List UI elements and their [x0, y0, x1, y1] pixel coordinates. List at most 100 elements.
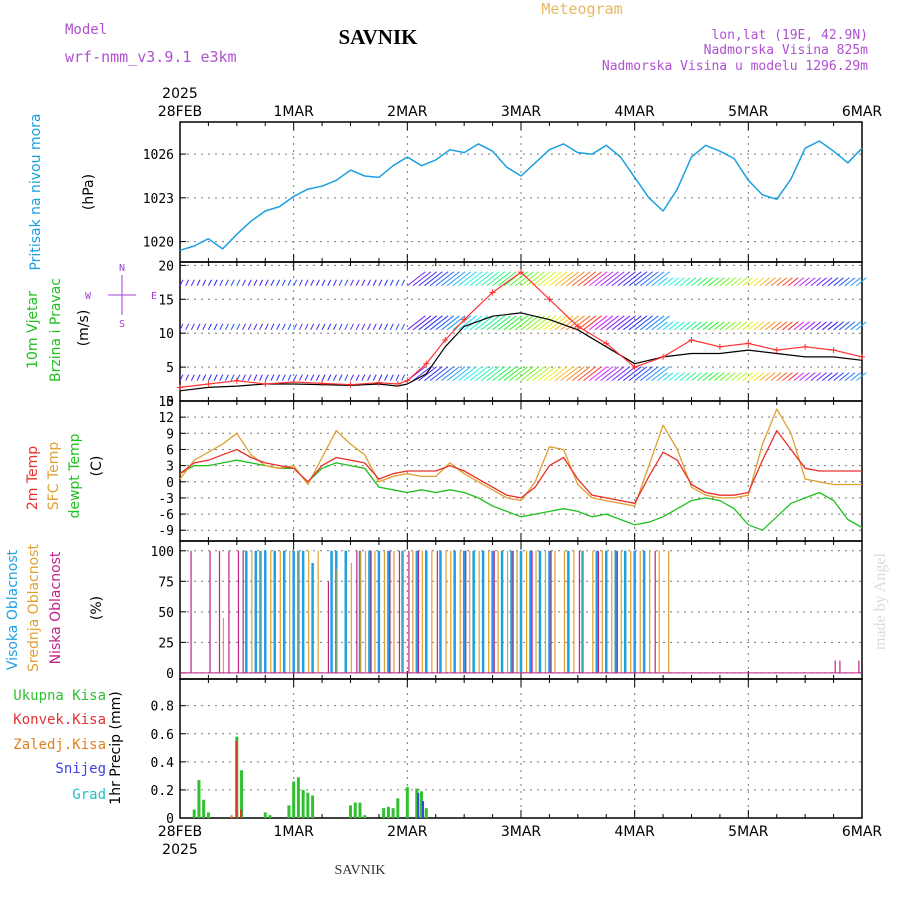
- wind-barb: [315, 374, 320, 381]
- wind-barb: [748, 321, 759, 331]
- cloud-ylabel-low: Niska Oblacnost: [48, 551, 64, 664]
- x-label-bottom: 1MAR: [274, 824, 315, 840]
- wind-unit: (m/s): [76, 310, 92, 347]
- y-tick-label: 0: [166, 667, 174, 682]
- wind-barb: [622, 271, 642, 287]
- total-rain-bar: [353, 802, 357, 818]
- wind-barb: [793, 372, 805, 382]
- wind-barb: [668, 372, 680, 382]
- wind-barb: [821, 277, 833, 287]
- wind-barb: [412, 366, 432, 382]
- wind-barb: [338, 374, 343, 381]
- y-tick-label: 0.8: [151, 700, 174, 715]
- wind-barb: [384, 374, 389, 381]
- wind-barb: [844, 321, 856, 331]
- wind-barb: [287, 323, 292, 331]
- wind-barb: [367, 323, 371, 331]
- wind-barb: [770, 372, 782, 382]
- wind-barb: [298, 323, 303, 331]
- wind-barb: [674, 372, 685, 382]
- y-tick-label: 50: [158, 606, 174, 621]
- wind-barb: [617, 271, 636, 287]
- cloud-unit: (%): [89, 596, 105, 620]
- wind-barb: [509, 315, 528, 331]
- wind-barb: [668, 321, 680, 331]
- wind-barb: [725, 277, 736, 287]
- wind-barb: [685, 372, 697, 382]
- model-elevation-text: Nadmorska Visina u modelu 1296.29m: [602, 59, 868, 74]
- wind-obs-marker: [404, 377, 411, 384]
- wind-obs-marker: [603, 340, 610, 347]
- wind-barb: [497, 271, 517, 287]
- wind-barb: [429, 271, 449, 287]
- wind-barb: [225, 323, 229, 331]
- sfc-temp-line: [179, 408, 862, 507]
- wind-barb: [657, 277, 668, 287]
- wind-barb: [378, 374, 383, 381]
- wind-barb: [787, 372, 799, 382]
- wind-barb: [310, 279, 315, 286]
- wind-barb: [605, 366, 625, 382]
- wind-barb: [435, 366, 455, 382]
- wind-barb: [674, 277, 685, 287]
- wind-barb: [333, 323, 337, 331]
- credit-text: made by Angel: [872, 553, 889, 650]
- wind-barb: [821, 372, 833, 382]
- y-tick-label: 0.2: [151, 784, 174, 799]
- convective-rain-bar: [240, 809, 243, 818]
- wind-barb: [281, 374, 286, 381]
- x-label-top: 28FEB: [158, 104, 202, 120]
- y-tick-label: -6: [158, 508, 174, 523]
- wind-barb: [236, 279, 241, 286]
- panel-frame: [179, 678, 863, 819]
- wind-barb: [441, 315, 460, 331]
- wind-obs-marker: [546, 296, 553, 303]
- wind-barb: [770, 321, 782, 331]
- wind-barb: [645, 366, 665, 382]
- wind-barb: [372, 374, 377, 381]
- wind-barb: [253, 323, 258, 331]
- wind-obs-marker: [631, 364, 638, 371]
- y-tick-label: 10: [158, 327, 174, 342]
- wind-barb: [793, 277, 805, 287]
- wind-barb: [327, 374, 332, 381]
- x-label-top: 2MAR: [387, 104, 428, 120]
- wind-barb: [696, 321, 708, 331]
- wind-barb: [765, 321, 776, 331]
- wind-barb: [816, 321, 827, 331]
- wind-barb: [532, 271, 551, 287]
- wind-barb: [179, 374, 184, 381]
- temp-ylabel-dewpt: dewpt Temp: [67, 433, 83, 518]
- wind-barb: [782, 277, 793, 287]
- elevation-text: Nadmorska Visina 825m: [704, 43, 869, 58]
- wind-obs-marker: [773, 347, 780, 354]
- wind-barb: [350, 323, 354, 331]
- wind-barb: [355, 374, 360, 381]
- freezing-rain-bar: [230, 815, 233, 818]
- wind-barb: [219, 279, 224, 286]
- wind-barb: [372, 279, 377, 286]
- wind-barb: [219, 323, 224, 331]
- precip-legend-item: Konvek.Kisa: [13, 712, 106, 728]
- wind-barb: [372, 323, 377, 331]
- total-rain-bar: [386, 806, 390, 818]
- x-label-bottom: 3MAR: [501, 824, 542, 840]
- wind-barb: [520, 271, 540, 287]
- wind-barb: [696, 277, 708, 287]
- wind-obs-marker: [375, 379, 382, 386]
- wind-barb: [577, 271, 597, 287]
- wind-barb: [702, 321, 714, 331]
- wind-barb: [253, 279, 258, 286]
- wind-barb: [566, 315, 585, 331]
- wind-barb: [821, 321, 833, 331]
- wind-barb: [645, 315, 665, 331]
- pressure-ylabel: Pritisak na nivou mora: [28, 113, 44, 270]
- wind-barb: [247, 279, 252, 286]
- wind-barb: [247, 374, 252, 381]
- wind-barb: [827, 321, 839, 331]
- wind-barb: [827, 277, 839, 287]
- wind-obs-marker: [319, 380, 326, 387]
- wind-barb: [679, 321, 691, 331]
- wind-barb: [838, 372, 850, 382]
